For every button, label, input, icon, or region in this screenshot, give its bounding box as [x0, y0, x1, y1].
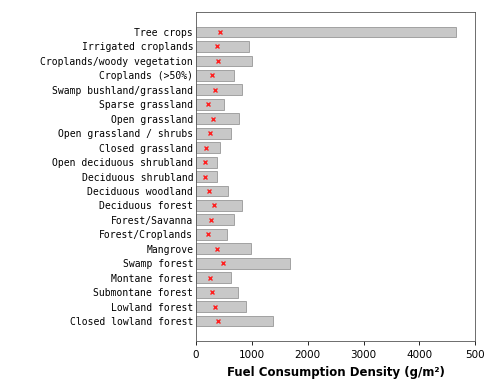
Bar [196, 128, 231, 139]
Bar [196, 85, 242, 95]
Bar [196, 200, 242, 211]
Bar [196, 41, 249, 52]
Bar [196, 215, 234, 225]
Bar [196, 70, 234, 81]
Bar [196, 287, 238, 298]
Bar [196, 272, 231, 283]
Bar [196, 185, 228, 196]
Bar [196, 142, 220, 153]
Bar [196, 99, 224, 110]
Bar [196, 55, 252, 66]
Bar [196, 301, 246, 312]
Bar [196, 243, 251, 254]
Bar [196, 258, 290, 268]
Bar [196, 27, 456, 38]
Bar [196, 171, 217, 182]
Bar [196, 157, 217, 168]
Bar [196, 315, 273, 326]
Bar [196, 113, 239, 124]
X-axis label: Fuel Consumption Density (g/m²): Fuel Consumption Density (g/m²) [227, 366, 444, 379]
Bar [196, 229, 227, 240]
